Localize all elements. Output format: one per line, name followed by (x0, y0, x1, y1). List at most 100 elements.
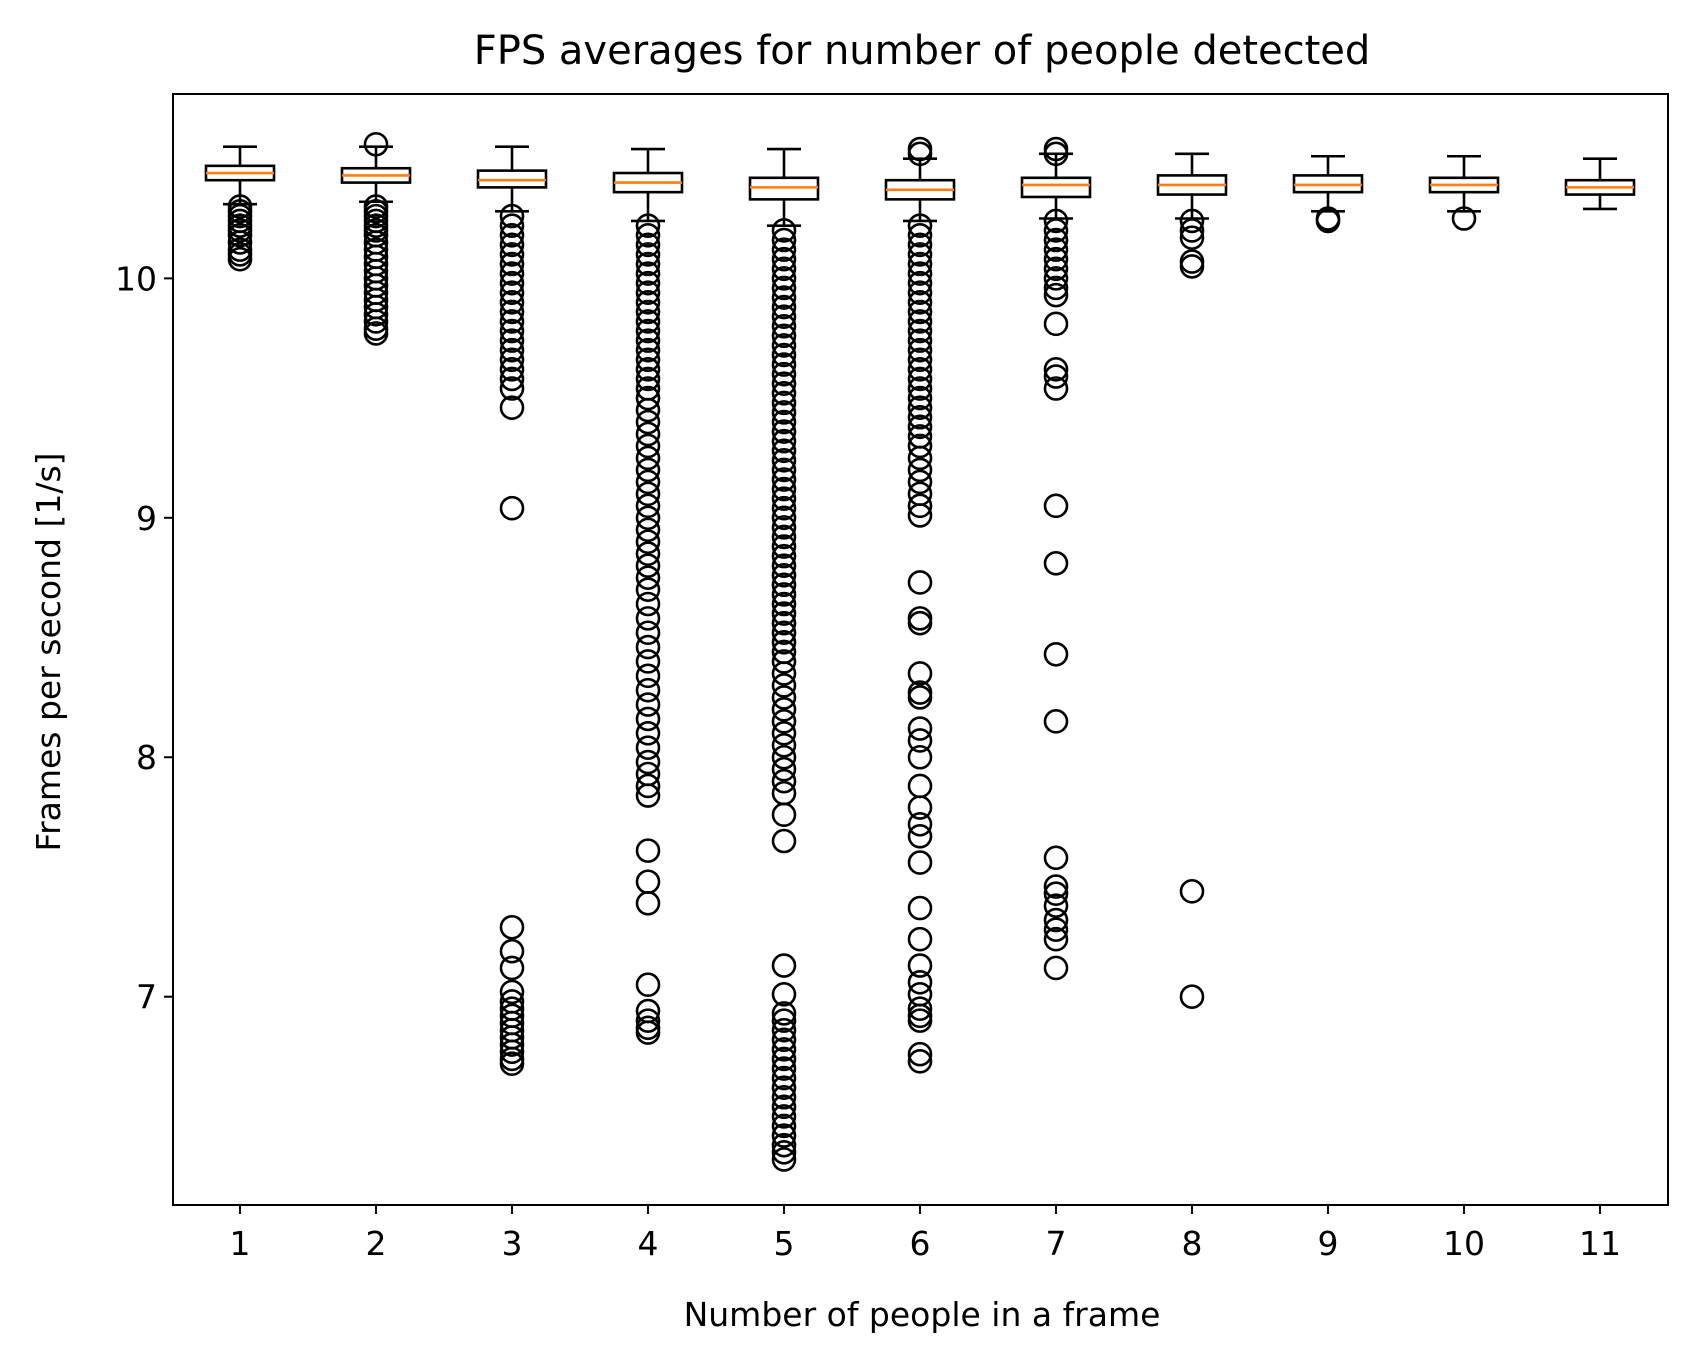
flier-point (227, 246, 253, 272)
flier-point (907, 433, 933, 459)
flier-point (771, 534, 797, 559)
flier-point (635, 749, 661, 775)
flier-point (771, 981, 797, 1007)
flier-point (771, 732, 797, 758)
x-tick-label: 4 (638, 1224, 659, 1263)
flier-point (635, 505, 661, 531)
flier-point (771, 438, 797, 464)
flier-point (907, 213, 933, 238)
flier-point (635, 783, 661, 808)
flier-point (635, 735, 661, 760)
flier-point (1043, 926, 1069, 952)
flier-point (771, 313, 797, 339)
flier-point (771, 1104, 797, 1129)
flier-point (1179, 218, 1205, 243)
flier-point (907, 503, 933, 528)
flier-point (635, 299, 661, 325)
flier-point (771, 237, 797, 262)
flier-point (227, 230, 253, 255)
flier-point (1043, 955, 1069, 981)
flier-point (771, 1046, 797, 1072)
flier-point (771, 1140, 797, 1165)
flier-point (635, 251, 661, 277)
flier-point (907, 811, 933, 837)
flier-point (771, 709, 797, 734)
flier-point (907, 970, 933, 995)
flier-point (771, 620, 797, 646)
flier-point (907, 469, 933, 495)
flier-point (771, 1001, 797, 1026)
flier-point (499, 280, 525, 306)
flier-point (1451, 206, 1477, 231)
y-tick-label: 9 (136, 499, 157, 538)
flier-point (907, 270, 933, 296)
box-group-2 (340, 131, 412, 346)
flier-point (499, 376, 525, 401)
flier-point (907, 357, 933, 382)
flier-point (635, 213, 661, 238)
flier-point (635, 577, 661, 602)
flier-point (635, 553, 661, 578)
flier-point (771, 649, 797, 674)
box-group-7 (1020, 136, 1092, 981)
flier-point (771, 400, 797, 425)
flier-point (907, 445, 933, 471)
x-tick-label: 5 (774, 1224, 795, 1263)
flier-point (1179, 225, 1205, 250)
flier-point (771, 572, 797, 598)
flier-point (771, 562, 797, 588)
flier-point (771, 1123, 797, 1148)
flier-point (635, 366, 661, 392)
flier-point (907, 493, 933, 519)
flier-point (1179, 208, 1205, 234)
box-group-1 (204, 145, 276, 272)
flier-point (771, 256, 797, 282)
flier-point (363, 301, 389, 327)
flier-point (635, 397, 661, 423)
flier-point (635, 445, 661, 471)
flier-point (499, 261, 525, 286)
flier-point (635, 232, 661, 258)
x-tick-label: 2 (366, 1224, 387, 1263)
flier-point (771, 1113, 797, 1139)
flier-point (907, 251, 933, 277)
flier-point (1043, 376, 1069, 401)
flier-point (1043, 357, 1069, 382)
flier-point (907, 1041, 933, 1067)
box-group-10 (1428, 154, 1500, 231)
flier-point (907, 385, 933, 411)
flier-point (771, 802, 797, 828)
flier-point (907, 404, 933, 430)
x-tick-label: 9 (1318, 1224, 1339, 1263)
flier-point (907, 823, 933, 849)
flier-point (635, 706, 661, 732)
flier-point (635, 972, 661, 998)
flier-point (635, 541, 661, 567)
flier-point (771, 218, 797, 243)
flier-point (771, 828, 797, 854)
flier-point (635, 663, 661, 689)
flier-point (1043, 282, 1069, 308)
flier-point (1179, 879, 1205, 904)
x-tick-label: 1 (230, 1224, 251, 1263)
flier-point (771, 610, 797, 636)
flier-point (635, 773, 661, 799)
flier-point (771, 953, 797, 978)
chart-title: FPS averages for number of people detect… (474, 28, 1371, 74)
flier-point (771, 515, 797, 540)
flier-point (499, 328, 525, 353)
flier-point (363, 321, 389, 346)
flier-point (771, 294, 797, 320)
flier-point (635, 357, 661, 382)
x-tick-label: 8 (1182, 1224, 1203, 1263)
flier-point (635, 337, 661, 363)
flier-point (499, 251, 525, 277)
flier-point (499, 347, 525, 373)
flier-point (635, 591, 661, 617)
flier-point (635, 692, 661, 717)
flier-point (771, 333, 797, 358)
x-tick-label: 11 (1579, 1224, 1621, 1263)
flier-point (771, 285, 797, 310)
flier-point (771, 457, 797, 483)
flier-point (1043, 845, 1069, 871)
